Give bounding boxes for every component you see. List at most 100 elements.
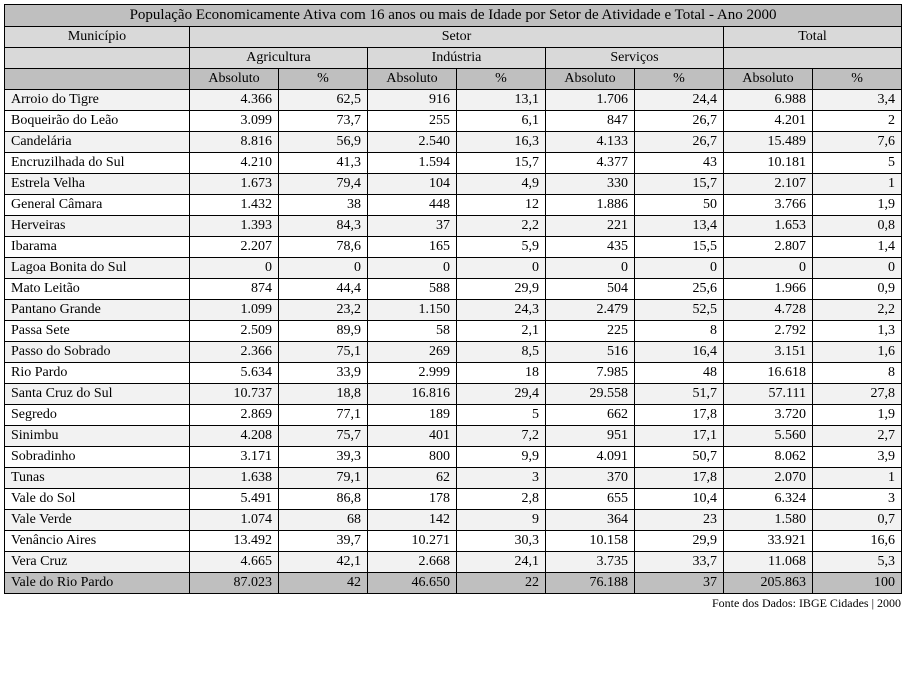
cell-value: 8,5 <box>457 342 546 363</box>
cell-value: 25,6 <box>635 279 724 300</box>
cell-value: 42 <box>279 573 368 594</box>
cell-value: 3.766 <box>724 195 813 216</box>
cell-value: 17,8 <box>635 468 724 489</box>
cell-value: 8 <box>813 363 902 384</box>
table-row: Mato Leitão87444,458829,950425,61.9660,9 <box>5 279 902 300</box>
cell-value: 142 <box>368 510 457 531</box>
cell-value: 2.509 <box>190 321 279 342</box>
cell-value: 15,7 <box>457 153 546 174</box>
table-row: Passa Sete2.50989,9582,122582.7921,3 <box>5 321 902 342</box>
cell-value: 401 <box>368 426 457 447</box>
cell-value: 1.099 <box>190 300 279 321</box>
cell-value: 79,1 <box>279 468 368 489</box>
table-row: Sinimbu4.20875,74017,295117,15.5602,7 <box>5 426 902 447</box>
cell-value: 8 <box>635 321 724 342</box>
cell-value: 10.158 <box>546 531 635 552</box>
cell-value: 221 <box>546 216 635 237</box>
cell-municipio: Arroio do Tigre <box>5 90 190 111</box>
cell-value: 4.665 <box>190 552 279 573</box>
col-municipio: Município <box>5 27 190 48</box>
cell-value: 0 <box>190 258 279 279</box>
cell-value: 38 <box>279 195 368 216</box>
cell-value: 57.111 <box>724 384 813 405</box>
col-srv-pct: % <box>635 69 724 90</box>
cell-value: 1.074 <box>190 510 279 531</box>
cell-value: 50 <box>635 195 724 216</box>
cell-municipio: Rio Pardo <box>5 363 190 384</box>
cell-value: 37 <box>368 216 457 237</box>
cell-value: 6.988 <box>724 90 813 111</box>
cell-value: 13,1 <box>457 90 546 111</box>
table-row: Lagoa Bonita do Sul00000000 <box>5 258 902 279</box>
col-srv-abs: Absoluto <box>546 69 635 90</box>
table-row: General Câmara1.43238448121.886503.7661,… <box>5 195 902 216</box>
cell-value: 87.023 <box>190 573 279 594</box>
cell-value: 0 <box>368 258 457 279</box>
cell-value: 1,3 <box>813 321 902 342</box>
col-blank-2 <box>724 48 902 69</box>
cell-municipio: Lagoa Bonita do Sul <box>5 258 190 279</box>
cell-municipio: Sinimbu <box>5 426 190 447</box>
cell-value: 2,1 <box>457 321 546 342</box>
cell-value: 48 <box>635 363 724 384</box>
col-industria: Indústria <box>368 48 546 69</box>
cell-value: 2.668 <box>368 552 457 573</box>
cell-value: 1.706 <box>546 90 635 111</box>
cell-value: 4.728 <box>724 300 813 321</box>
table-row: Vale do Sol5.49186,81782,865510,46.3243 <box>5 489 902 510</box>
table-row: Encruzilhada do Sul4.21041,31.59415,74.3… <box>5 153 902 174</box>
cell-municipio: Sobradinho <box>5 447 190 468</box>
cell-municipio: Vale do Rio Pardo <box>5 573 190 594</box>
col-total: Total <box>724 27 902 48</box>
cell-value: 33,9 <box>279 363 368 384</box>
cell-value: 43 <box>635 153 724 174</box>
cell-value: 847 <box>546 111 635 132</box>
cell-value: 0 <box>724 258 813 279</box>
cell-value: 0 <box>635 258 724 279</box>
table-row: Arroio do Tigre4.36662,591613,11.70624,4… <box>5 90 902 111</box>
cell-value: 23 <box>635 510 724 531</box>
cell-value: 29,4 <box>457 384 546 405</box>
cell-value: 12 <box>457 195 546 216</box>
cell-value: 16.618 <box>724 363 813 384</box>
cell-value: 3.099 <box>190 111 279 132</box>
cell-value: 17,8 <box>635 405 724 426</box>
cell-municipio: Pantano Grande <box>5 300 190 321</box>
cell-value: 5.491 <box>190 489 279 510</box>
cell-value: 2,2 <box>457 216 546 237</box>
cell-municipio: General Câmara <box>5 195 190 216</box>
table-row: Segredo2.86977,1189566217,83.7201,9 <box>5 405 902 426</box>
cell-value: 62,5 <box>279 90 368 111</box>
col-tot-pct: % <box>813 69 902 90</box>
table-row: Vera Cruz4.66542,12.66824,13.73533,711.0… <box>5 552 902 573</box>
cell-value: 2.207 <box>190 237 279 258</box>
cell-value: 10.271 <box>368 531 457 552</box>
cell-municipio: Mato Leitão <box>5 279 190 300</box>
cell-value: 26,7 <box>635 132 724 153</box>
cell-value: 42,1 <box>279 552 368 573</box>
cell-value: 0,7 <box>813 510 902 531</box>
cell-value: 75,1 <box>279 342 368 363</box>
cell-value: 16,4 <box>635 342 724 363</box>
table-row: Ibarama2.20778,61655,943515,52.8071,4 <box>5 237 902 258</box>
cell-value: 5 <box>813 153 902 174</box>
cell-value: 2.807 <box>724 237 813 258</box>
cell-value: 516 <box>546 342 635 363</box>
cell-value: 86,8 <box>279 489 368 510</box>
cell-municipio: Encruzilhada do Sul <box>5 153 190 174</box>
cell-municipio: Passo do Sobrado <box>5 342 190 363</box>
cell-value: 7,2 <box>457 426 546 447</box>
cell-value: 435 <box>546 237 635 258</box>
cell-value: 76.188 <box>546 573 635 594</box>
cell-value: 662 <box>546 405 635 426</box>
table-title: População Economicamente Ativa com 16 an… <box>5 5 902 27</box>
col-blank-1 <box>5 48 190 69</box>
cell-value: 1 <box>813 174 902 195</box>
cell-value: 951 <box>546 426 635 447</box>
cell-value: 30,3 <box>457 531 546 552</box>
cell-value: 52,5 <box>635 300 724 321</box>
col-ind-pct: % <box>457 69 546 90</box>
cell-value: 16,6 <box>813 531 902 552</box>
cell-value: 0,9 <box>813 279 902 300</box>
table-row: Tunas1.63879,162337017,82.0701 <box>5 468 902 489</box>
